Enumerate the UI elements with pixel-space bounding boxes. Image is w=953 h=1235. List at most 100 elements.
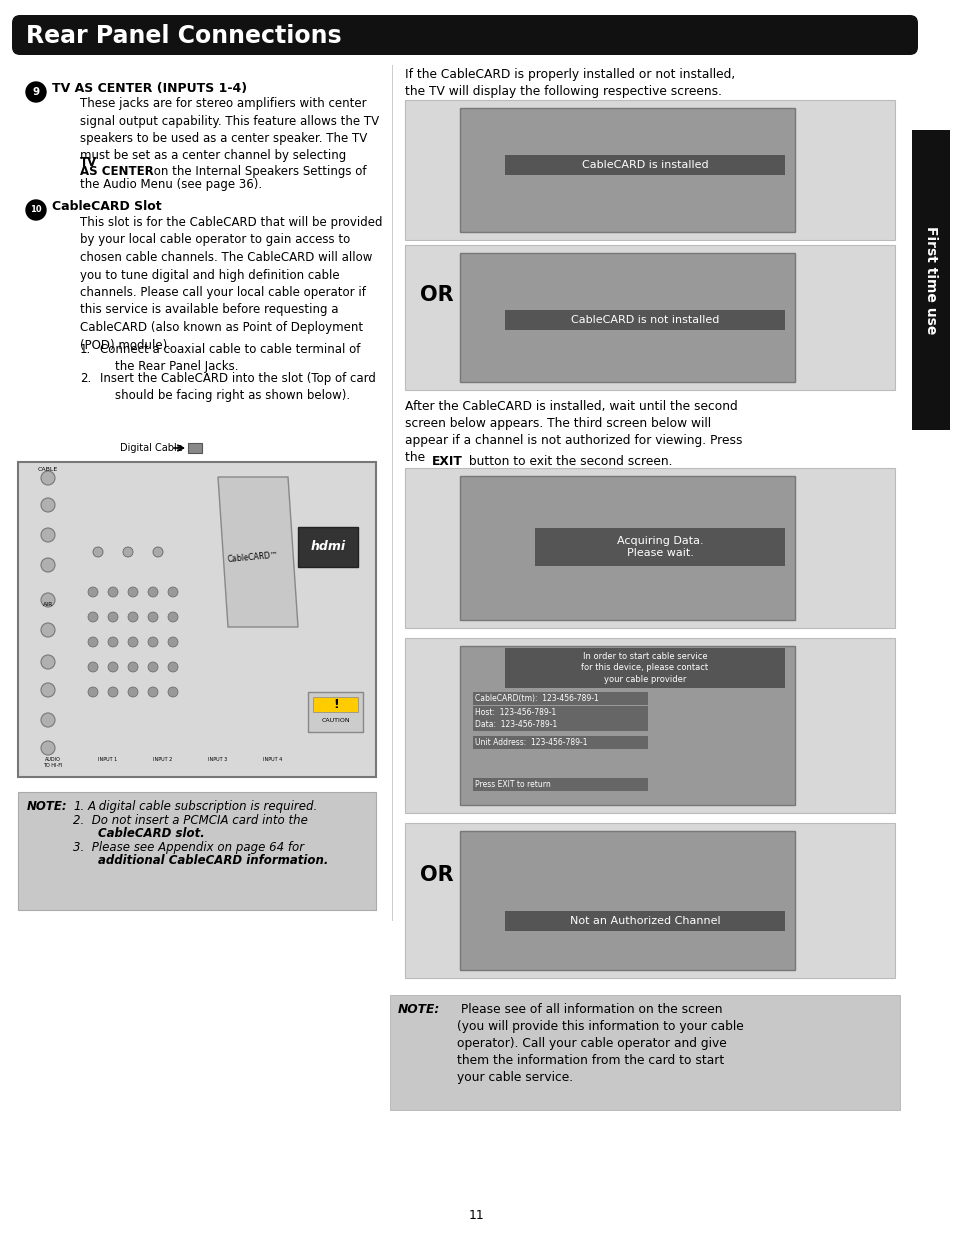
Circle shape (148, 687, 158, 697)
Circle shape (41, 741, 55, 755)
Text: 1.: 1. (73, 800, 84, 813)
Circle shape (88, 637, 98, 647)
Bar (504, 156, 784, 175)
Text: 11: 11 (469, 1209, 484, 1221)
Bar (473, 736, 647, 748)
Text: EXIT: EXIT (432, 454, 462, 468)
Text: After the CableCARD is installed, wait until the second
screen below appears. Th: After the CableCARD is installed, wait u… (405, 400, 741, 464)
Text: 1.: 1. (80, 343, 91, 356)
Circle shape (108, 662, 118, 672)
Bar (18, 462, 375, 777)
Text: CableCARD Slot: CableCARD Slot (52, 200, 161, 212)
Text: INPUT 3: INPUT 3 (208, 757, 228, 762)
Text: 3.  Please see Appendix on page 64 for: 3. Please see Appendix on page 64 for (73, 841, 304, 853)
Circle shape (152, 547, 163, 557)
Text: INPUT 1: INPUT 1 (98, 757, 117, 762)
Circle shape (88, 662, 98, 672)
Circle shape (148, 587, 158, 597)
Bar (473, 692, 647, 705)
Bar (297, 527, 357, 567)
Text: hdmi: hdmi (310, 541, 345, 553)
Text: on the Internal Speakers Settings of: on the Internal Speakers Settings of (150, 165, 366, 178)
Bar (18, 792, 375, 910)
Text: TV AS CENTER (INPUTS 1-4): TV AS CENTER (INPUTS 1-4) (52, 82, 247, 95)
Text: Data:  123-456-789-1: Data: 123-456-789-1 (475, 720, 557, 729)
Text: CableCARD™: CableCARD™ (227, 551, 278, 563)
Circle shape (88, 587, 98, 597)
Bar (504, 648, 784, 688)
Circle shape (41, 498, 55, 513)
Text: A digital cable subscription is required.: A digital cable subscription is required… (88, 800, 318, 813)
Text: 9: 9 (32, 86, 39, 98)
Circle shape (41, 655, 55, 669)
Circle shape (41, 593, 55, 606)
Text: Connect a coaxial cable to cable terminal of
    the Rear Panel Jacks.: Connect a coaxial cable to cable termina… (100, 343, 360, 373)
Circle shape (148, 613, 158, 622)
Circle shape (41, 529, 55, 542)
Text: INPUT 4: INPUT 4 (263, 757, 282, 762)
Bar (473, 706, 647, 719)
Bar (459, 646, 794, 805)
Circle shape (88, 687, 98, 697)
Bar (188, 443, 202, 453)
Circle shape (108, 687, 118, 697)
Bar (504, 911, 784, 931)
Circle shape (123, 547, 132, 557)
Text: NOTE:: NOTE: (27, 800, 68, 813)
Bar (405, 638, 894, 813)
Circle shape (41, 622, 55, 637)
Text: CableCARD(tm):  123-456-789-1: CableCARD(tm): 123-456-789-1 (475, 694, 598, 703)
Circle shape (128, 613, 138, 622)
Circle shape (128, 687, 138, 697)
Text: Host:  123-456-789-1: Host: 123-456-789-1 (475, 708, 556, 718)
Text: NOTE:: NOTE: (397, 1003, 439, 1016)
Text: INPUT 2: INPUT 2 (153, 757, 172, 762)
Bar (405, 100, 894, 240)
Text: TV: TV (80, 156, 97, 169)
Text: These jacks are for stereo amplifiers with center
signal output capability. This: These jacks are for stereo amplifiers wi… (80, 98, 378, 163)
Text: the Audio Menu (see page 36).: the Audio Menu (see page 36). (80, 178, 262, 191)
Text: OR: OR (419, 285, 453, 305)
Text: Acquiring Data.
Please wait.: Acquiring Data. Please wait. (616, 536, 702, 558)
Bar (473, 778, 647, 790)
Circle shape (148, 662, 158, 672)
Circle shape (92, 547, 103, 557)
Circle shape (108, 637, 118, 647)
Text: CableCARD is not installed: CableCARD is not installed (570, 315, 719, 325)
Bar (405, 245, 894, 390)
Circle shape (41, 683, 55, 697)
Text: AS CENTER: AS CENTER (80, 165, 153, 178)
Text: CAUTION: CAUTION (321, 718, 350, 722)
Circle shape (88, 613, 98, 622)
Circle shape (168, 662, 178, 672)
Text: AIR: AIR (43, 601, 53, 606)
Circle shape (148, 637, 158, 647)
Bar (459, 253, 794, 382)
Text: Please see of all information on the screen
(you will provide this information t: Please see of all information on the scr… (456, 1003, 743, 1084)
Circle shape (168, 613, 178, 622)
Text: Insert the CableCARD into the slot (Top of card
    should be facing right as sh: Insert the CableCARD into the slot (Top … (100, 372, 375, 403)
Text: 2.: 2. (80, 372, 91, 385)
Bar (459, 107, 794, 232)
Text: This slot is for the CableCARD that will be provided
by your local cable operato: This slot is for the CableCARD that will… (80, 216, 382, 352)
Circle shape (128, 637, 138, 647)
Text: OR: OR (419, 864, 453, 885)
Text: 2.  Do not insert a PCMCIA card into the: 2. Do not insert a PCMCIA card into the (73, 814, 308, 827)
Text: CABLE: CABLE (38, 467, 58, 472)
Bar (308, 692, 363, 732)
Circle shape (128, 662, 138, 672)
Text: additional CableCARD information.: additional CableCARD information. (98, 853, 328, 867)
Text: Not an Authorized Channel: Not an Authorized Channel (569, 916, 720, 926)
Text: Digital Cable: Digital Cable (120, 443, 183, 453)
Text: CableCARD slot.: CableCARD slot. (98, 827, 205, 840)
Text: Unit Address:  123-456-789-1: Unit Address: 123-456-789-1 (475, 739, 587, 747)
Bar (390, 995, 899, 1110)
Text: AUDIO
TO HI-FI: AUDIO TO HI-FI (43, 757, 63, 768)
FancyBboxPatch shape (12, 15, 917, 56)
Text: !: ! (333, 699, 338, 711)
Circle shape (108, 613, 118, 622)
Circle shape (108, 587, 118, 597)
Circle shape (26, 82, 46, 103)
Text: CableCARD is installed: CableCARD is installed (581, 161, 707, 170)
Text: 10: 10 (30, 205, 42, 215)
